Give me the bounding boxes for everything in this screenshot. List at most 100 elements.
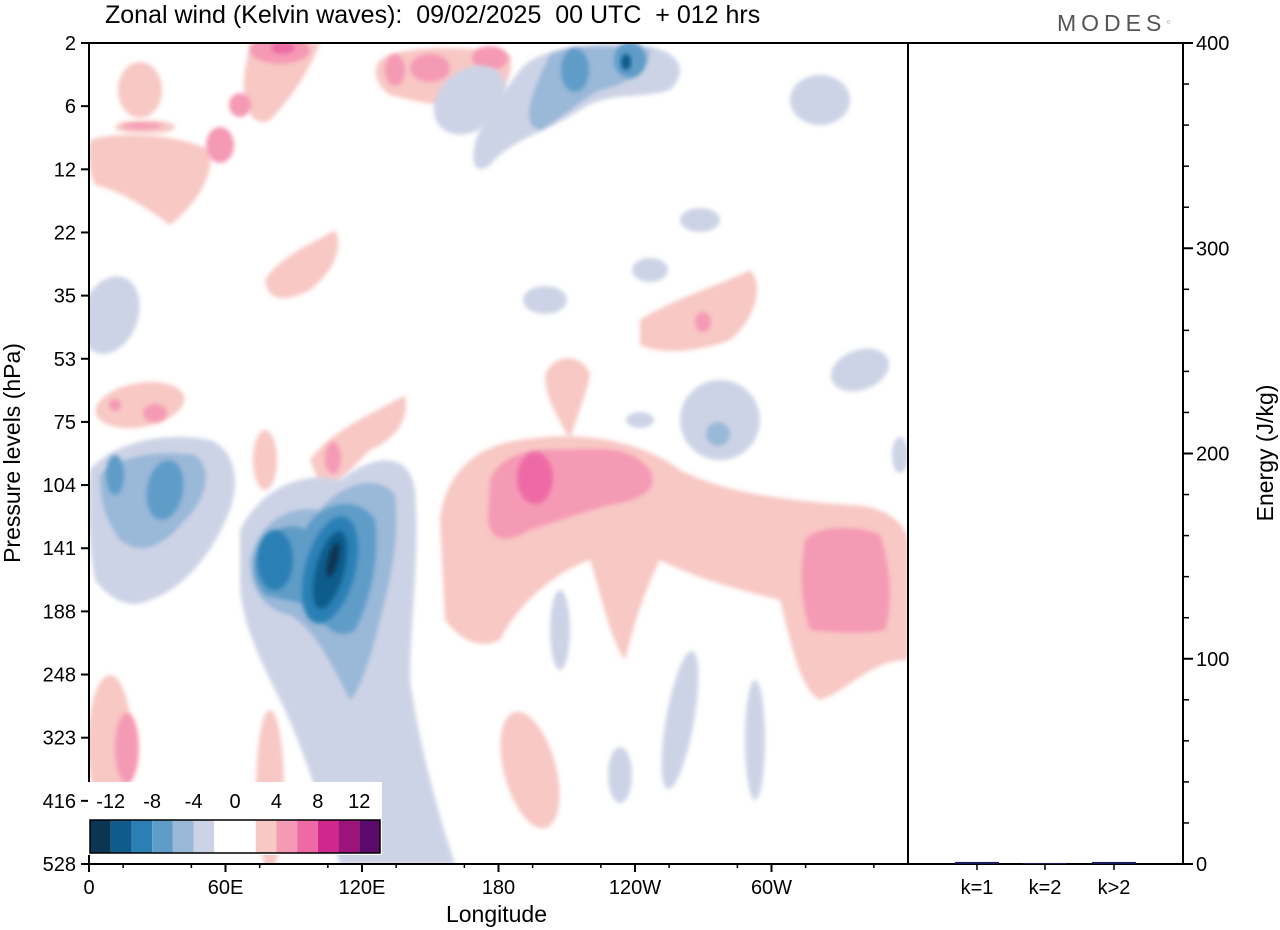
colorbar-label: 8 — [312, 791, 323, 813]
positive-top-mid-core — [410, 54, 450, 82]
negative-top-right-peak — [621, 54, 631, 70]
positive-left-dot — [229, 93, 251, 117]
colorbar-frame — [89, 819, 381, 854]
energy-tick-label: 200 — [1196, 444, 1229, 466]
y-tick-label: 22 — [54, 222, 76, 244]
colorbar-swatch — [359, 820, 380, 853]
negative-region-main-west — [257, 530, 293, 590]
negative-level22-b — [680, 208, 720, 232]
x-tick-label: 60W — [751, 877, 792, 899]
y-tick-label: 528 — [43, 854, 76, 876]
positive-mid-left — [265, 230, 339, 299]
y-tick-label: 323 — [43, 728, 76, 750]
colorbar-swatch — [255, 820, 277, 853]
positive-top-mid-core-3 — [385, 54, 405, 86]
energy-tick-label: 400 — [1196, 33, 1229, 55]
x-axis-title: Longitude — [446, 901, 547, 927]
energy-category-label: k=1 — [961, 877, 994, 899]
negative-level75-b — [626, 412, 654, 428]
energy-category-label: k=2 — [1029, 877, 1062, 899]
positive-level323-core — [115, 713, 139, 783]
brand-text: MODES — [1057, 10, 1167, 36]
y-tick-label: 248 — [43, 665, 76, 687]
positive-mid-right — [640, 270, 758, 352]
positive-level75-left — [95, 381, 185, 429]
y-tick-label: 53 — [54, 349, 76, 371]
positive-level323-left — [89, 675, 132, 815]
energy-bar — [1023, 862, 1067, 864]
negative-level35-b — [523, 286, 567, 314]
y-tick-label: 2 — [65, 33, 76, 55]
negative-region-main-peak — [326, 542, 340, 578]
x-tick-label: 120E — [339, 877, 386, 899]
negative-level323 — [745, 680, 765, 800]
energy-bar — [1092, 861, 1136, 864]
colorbar-label: 0 — [229, 791, 240, 813]
colorbar-label: -4 — [185, 791, 203, 813]
y-tick-label: 75 — [54, 412, 76, 434]
x-tick-label: 60E — [208, 877, 244, 899]
energy-tick-label: 0 — [1196, 854, 1207, 876]
negative-level416-b — [608, 747, 632, 803]
negative-level75-core — [706, 422, 730, 446]
positive-level104-core — [325, 442, 341, 474]
positive-mid-right-core — [695, 312, 711, 332]
colorbar-label: 12 — [348, 791, 370, 813]
x-tick-label: 0 — [83, 877, 94, 899]
negative-level35 — [89, 276, 140, 354]
positive-left-small — [118, 62, 162, 118]
colorbar-swatch — [338, 820, 360, 853]
negative-region-west-core-2 — [106, 455, 124, 495]
positive-level104-left — [253, 430, 277, 490]
positive-plume — [545, 358, 590, 440]
negative-level248 — [661, 651, 699, 789]
positive-top-left — [243, 43, 320, 122]
energy-bar-axes: 0 100 200 300 400 Energy (J/kg) k=1 k=2 k>2 — [908, 33, 1278, 899]
chart-title: Zonal wind (Kelvin waves): 09/02/2025 00… — [105, 1, 761, 29]
negative-level53 — [830, 348, 890, 392]
brand-logo: MODES○ — [1057, 10, 1171, 36]
y-tick-label: 104 — [43, 475, 76, 497]
colorbar-swatch — [214, 820, 235, 853]
positive-level75-core — [143, 404, 167, 422]
positive-level416-b — [500, 711, 560, 829]
colorbar-label: -8 — [143, 791, 161, 813]
positive-left-band-core — [122, 123, 162, 129]
heatmap-field — [89, 43, 908, 864]
negative-level22 — [632, 258, 668, 282]
y-tick-label: 12 — [54, 159, 76, 181]
y-axis-title: Pressure levels (hPa) — [0, 343, 25, 563]
negative-level75 — [680, 380, 760, 460]
colorbar-swatch — [152, 820, 173, 853]
negative-top-far — [790, 75, 850, 125]
y-tick-label: 141 — [43, 538, 76, 560]
colorbar-swatch — [193, 820, 215, 853]
colorbar-swatch — [276, 820, 298, 853]
positive-level75-dot — [109, 399, 121, 411]
colorbar-label: -12 — [96, 791, 125, 813]
negative-region-west-core — [146, 460, 184, 520]
colorbar-swatch — [110, 820, 132, 853]
y-tick-label: 35 — [54, 286, 76, 308]
positive-top-mid-core-2 — [472, 46, 508, 70]
y-tick-label: 416 — [43, 791, 76, 813]
energy-tick-label: 100 — [1196, 649, 1229, 671]
x-tick-label: 120W — [609, 877, 661, 899]
x-tick-label: 180 — [482, 877, 515, 899]
colorbar-swatch — [235, 820, 256, 853]
positive-region-east — [801, 528, 890, 633]
energy-axis-title: Energy (J/kg) — [1252, 385, 1278, 522]
colorbar-swatch — [317, 820, 339, 853]
energy-bar — [955, 861, 999, 864]
positive-left-small-core — [206, 127, 234, 163]
colorbar-label: 4 — [271, 791, 282, 813]
positive-top-left-peak — [271, 43, 295, 54]
y-tick-label: 188 — [43, 601, 76, 623]
positive-left-strip — [89, 134, 211, 225]
colorbar-swatch — [297, 820, 318, 853]
colorbar-swatch — [90, 820, 111, 853]
negative-level104-edge — [892, 437, 908, 473]
negative-level188 — [550, 590, 570, 670]
